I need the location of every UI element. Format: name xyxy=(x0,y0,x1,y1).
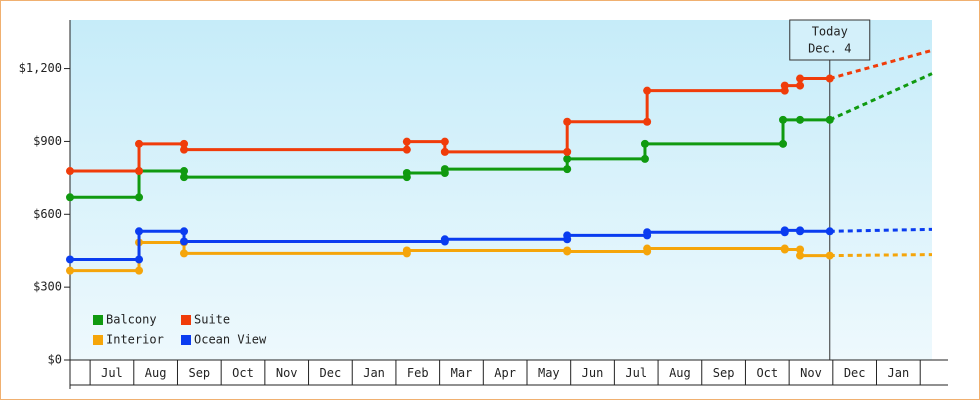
point xyxy=(563,165,572,174)
point xyxy=(780,245,789,254)
legend-label: Ocean View xyxy=(194,333,267,347)
point xyxy=(780,226,789,235)
today-label: Today xyxy=(812,25,848,39)
point xyxy=(643,86,652,95)
x-tick-label: Aug xyxy=(669,366,691,380)
point xyxy=(135,193,144,202)
point xyxy=(780,81,789,90)
x-tick-label: Feb xyxy=(407,366,429,380)
point xyxy=(563,147,572,156)
point xyxy=(180,227,189,236)
x-tick-label: Sep xyxy=(188,366,210,380)
point xyxy=(135,266,144,275)
x-tick-label: Oct xyxy=(756,366,778,380)
x-tick-label: Jan xyxy=(363,366,385,380)
projection-line xyxy=(829,253,933,258)
x-tick-label: Sep xyxy=(713,366,735,380)
x-tick-label: Jan xyxy=(888,366,910,380)
point xyxy=(135,139,144,148)
point xyxy=(796,251,805,260)
point xyxy=(66,266,74,275)
point xyxy=(825,74,834,83)
point xyxy=(180,237,189,246)
point xyxy=(796,227,805,236)
point xyxy=(402,246,411,255)
legend-label: Balcony xyxy=(106,313,157,327)
point xyxy=(563,117,572,126)
x-tick-label: Jun xyxy=(582,366,604,380)
x-tick-label: Oct xyxy=(232,366,254,380)
point xyxy=(180,173,189,182)
point xyxy=(402,169,411,177)
point xyxy=(440,165,449,174)
legend-label: Suite xyxy=(194,313,230,327)
point xyxy=(643,244,652,253)
point xyxy=(135,255,144,264)
x-tick-label: Jul xyxy=(625,366,647,380)
today-box xyxy=(789,19,871,61)
x-tick-label: Dec xyxy=(844,366,866,380)
x-tick-label: Aug xyxy=(145,366,167,380)
point xyxy=(796,74,805,83)
point xyxy=(180,145,189,154)
x-tick-label: Apr xyxy=(494,366,516,380)
point xyxy=(779,139,788,148)
point xyxy=(643,117,652,126)
point xyxy=(563,154,572,163)
projection-line xyxy=(829,72,933,122)
point xyxy=(66,255,74,264)
x-tick-label: Jul xyxy=(101,366,123,380)
point xyxy=(440,147,449,156)
x-tick-label: Nov xyxy=(800,366,822,380)
point xyxy=(66,167,74,176)
point xyxy=(66,193,74,202)
point xyxy=(402,145,411,154)
x-tick-label: May xyxy=(538,366,560,380)
x-tick-label: Dec xyxy=(320,366,342,380)
x-axis-band xyxy=(70,360,948,385)
y-tick-label: $1,200 xyxy=(19,61,62,75)
plot-area xyxy=(70,20,932,360)
point xyxy=(825,227,834,236)
point xyxy=(180,249,189,258)
y-tick-label: $900 xyxy=(33,134,62,148)
legend-swatch xyxy=(181,315,191,325)
x-tick-label: Nov xyxy=(276,366,298,380)
point xyxy=(135,227,144,236)
point xyxy=(563,231,572,240)
legend-swatch xyxy=(93,315,103,325)
legend-swatch xyxy=(181,335,191,345)
y-tick-label: $600 xyxy=(33,207,62,221)
point xyxy=(779,115,788,124)
point xyxy=(643,228,652,237)
point xyxy=(135,167,144,176)
today-date: Dec. 4 xyxy=(808,42,851,56)
point xyxy=(640,139,649,148)
point xyxy=(640,154,649,163)
point xyxy=(796,245,805,254)
point xyxy=(180,139,189,148)
point xyxy=(825,251,834,260)
point xyxy=(796,115,805,124)
y-tick-label: $0 xyxy=(48,353,62,367)
point xyxy=(402,137,411,146)
projection-line xyxy=(829,227,933,233)
point xyxy=(180,167,189,176)
y-tick-label: $300 xyxy=(33,280,62,294)
point xyxy=(563,247,572,256)
legend-swatch xyxy=(93,335,103,345)
legend-label: Interior xyxy=(106,333,164,347)
x-tick-label: Mar xyxy=(451,366,473,380)
point xyxy=(440,137,449,146)
point xyxy=(825,115,834,124)
point xyxy=(796,81,805,90)
point xyxy=(440,235,449,244)
